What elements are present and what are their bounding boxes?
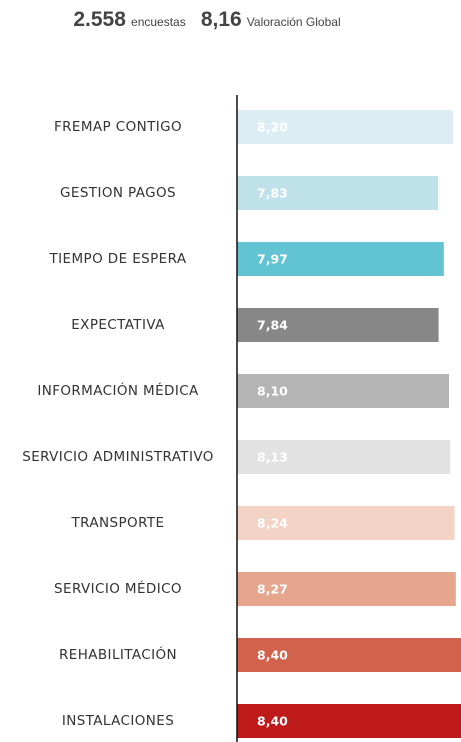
value-label: 8,20 xyxy=(257,120,288,135)
value-label: 7,83 xyxy=(257,186,288,201)
value-label: 7,97 xyxy=(257,252,288,267)
category-label: FREMAP CONTIGO xyxy=(54,119,182,135)
bar xyxy=(237,110,453,144)
bar xyxy=(237,440,451,474)
summary: 2.558 encuestas 8,16 Valoración Global xyxy=(0,8,424,32)
bar xyxy=(237,308,439,342)
summary-label: Valoración Global xyxy=(246,15,341,29)
bar xyxy=(237,638,461,672)
category-label: EXPECTATIVA xyxy=(71,317,165,333)
category-label: INFORMACIÓN MÉDICA xyxy=(37,381,199,399)
bar xyxy=(237,176,439,210)
bar xyxy=(237,374,449,408)
category-label: GESTION PAGOS xyxy=(60,185,176,201)
bar xyxy=(237,506,455,540)
category-label: TIEMPO DE ESPERA xyxy=(49,251,187,267)
value-label: 8,10 xyxy=(257,384,288,399)
category-label: INSTALACIONES xyxy=(62,713,174,729)
category-label: SERVICIO ADMINISTRATIVO xyxy=(22,449,214,465)
bar xyxy=(237,242,444,276)
value-label: 8,40 xyxy=(257,648,288,663)
value-label: 8,24 xyxy=(257,516,288,531)
bar xyxy=(237,704,461,738)
summary-label: encuestas xyxy=(131,15,186,29)
value-label: 8,40 xyxy=(257,714,288,729)
bar xyxy=(237,572,456,606)
value-label: 8,27 xyxy=(257,582,288,597)
category-label: REHABILITACIÓN xyxy=(59,645,177,663)
summary-value: 2.558 xyxy=(73,8,126,31)
category-label: TRANSPORTE xyxy=(71,515,165,531)
value-label: 7,84 xyxy=(257,318,288,333)
category-label: SERVICIO MÉDICO xyxy=(54,580,182,597)
summary-value: 8,16 xyxy=(200,8,242,31)
value-label: 8,13 xyxy=(257,450,288,465)
